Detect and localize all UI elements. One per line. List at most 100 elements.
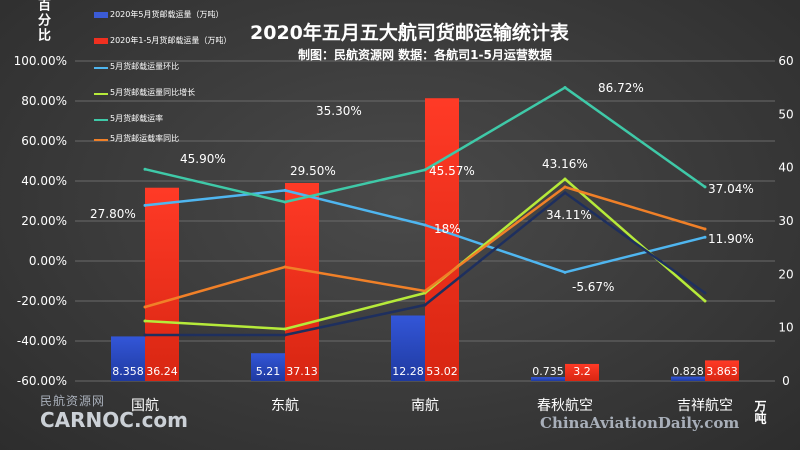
line-point [283,188,287,192]
legend-item: 5月货邮载运量环比 [94,62,244,88]
line-point [143,333,147,337]
x-tick-label: 吉祥航空 [677,398,733,414]
bar-data-label: 0.735 [532,365,564,378]
bar-data-label: 12.28 [392,365,424,378]
line-data-label: 29.50% [290,164,336,178]
line-point [143,305,147,309]
y-left-tick-label: 80.00% [21,94,67,108]
legend-label: 5月货邮载运量环比 [110,62,180,71]
line-point [703,185,707,189]
line-point [563,191,567,195]
y-right-tick-label: 50 [778,107,793,121]
bar [145,187,179,381]
bar [705,360,739,381]
line-point [143,203,147,207]
legend-item: 5月货邮载运量同比增长 [94,88,244,114]
legend-label: 5月货邮载运率 [110,114,164,123]
watermark-carnoc-cn: 民航资源网 [40,394,106,408]
line-data-label: 37.04% [708,182,754,196]
legend-label: 5月货邮载运量同比增长 [110,88,196,97]
y-left-tick-label: 40.00% [21,174,67,188]
bar [111,336,145,381]
line-point [703,227,707,231]
y-left-tick-label: -60.00% [17,374,67,388]
line-data-label: 35.30% [316,104,362,118]
line-data-label: 86.72% [598,81,644,95]
line-point [563,86,567,90]
right-axis-title: 万吨 [753,400,767,424]
x-tick-label: 南航 [411,398,439,414]
line-point [423,303,427,307]
line-data-label: 34.11% [546,208,592,222]
line-point [423,168,427,172]
bar-data-label: 8.358 [112,365,144,378]
bar-data-label: 37.13 [286,365,318,378]
line-point [283,265,287,269]
legend-item: 2020年5月货邮载运量（万吨） [94,10,244,36]
line-point [143,167,147,171]
left-axis-title: 百分比 [35,0,50,43]
x-tick-label: 东航 [271,398,299,414]
x-tick-label: 春秋航空 [537,398,593,414]
bar-data-label: 3.2 [573,365,591,378]
chart-subtitle: 制图：民航资源网 数据：各航司1-5月运营数据 [298,48,552,62]
y-left-tick-label: 20.00% [21,214,67,228]
line-point [423,223,427,227]
line-data-label: 18% [434,222,461,236]
line-data-label: 43.16% [542,157,588,171]
y-left-tick-label: 0.00% [29,254,67,268]
line-point [283,327,287,331]
y-left-tick-label: -40.00% [17,334,67,348]
y-right-tick-label: 10 [778,321,793,335]
y-right-tick-label: 60 [778,54,793,68]
legend-swatch [94,93,108,95]
y-right-tick-label: 40 [778,161,793,175]
line-point [283,333,287,337]
line-point [703,291,707,295]
legend-swatch [94,119,108,121]
legend-swatch [94,38,108,44]
legend-item: 5月货邮运载率同比 [94,134,244,160]
bar-data-label: 53.02 [426,365,458,378]
line-data-label: 11.90% [708,232,754,246]
bar [531,377,565,381]
legend-swatch [94,67,108,69]
bar [251,353,285,381]
bar [425,98,459,381]
bar [565,363,599,381]
bar [671,376,705,381]
legend-swatch [94,12,108,18]
line-data-label: 45.57% [429,164,475,178]
chart-legend: 2020年5月货邮载运量（万吨） 2020年1-5月货邮载运量（万吨） 5月货邮… [94,10,244,160]
line-point [423,289,427,293]
legend-item: 2020年1-5月货邮载运量（万吨） [94,36,244,62]
y-right-tick-label: 20 [778,267,793,281]
line-point [563,177,567,181]
legend-label: 5月货邮运载率同比 [110,134,180,143]
bar-data-label: 36.24 [146,365,178,378]
y-left-tick-label: 100.00% [14,54,67,68]
bar [285,182,319,381]
legend-label: 2020年5月货邮载运量（万吨） [110,10,224,19]
line-point [143,319,147,323]
line-point [703,299,707,303]
line-point [563,185,567,189]
line-point [563,270,567,274]
y-left-tick-label: -20.00% [17,294,67,308]
x-tick-label: 国航 [131,398,159,414]
y-left-tick-label: 60.00% [21,134,67,148]
line-data-label: 45.90% [180,152,226,166]
line-point [283,200,287,204]
bar [391,315,425,381]
bar-data-label: 0.828 [672,365,704,378]
legend-label: 2020年1-5月货邮载运量（万吨） [110,36,232,45]
line-data-label: 27.80% [90,207,136,221]
watermark-carnoc: CARNOC.com [40,408,189,432]
y-right-tick-label: 0 [782,374,790,388]
bar-data-label: 5.21 [256,365,281,378]
watermark-chinaaviationdaily: ChinaAviationDaily.com [540,414,740,432]
line-point [703,235,707,239]
legend-item: 5月货邮载运率 [94,114,244,134]
legend-swatch [94,139,108,141]
